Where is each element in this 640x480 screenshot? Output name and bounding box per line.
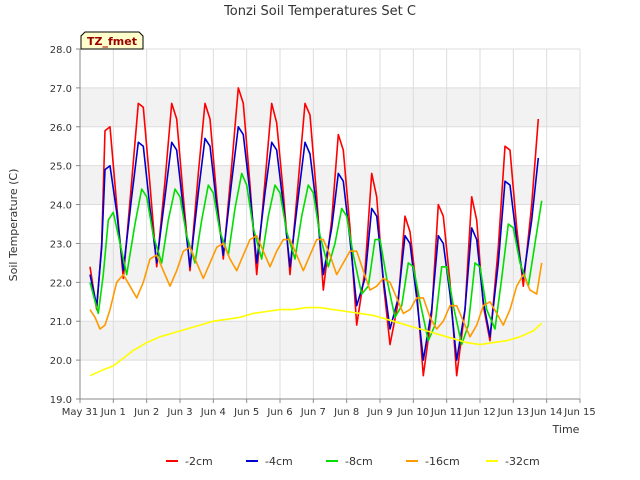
axes: 19.0 20.0 21.0 22.0 23.0 24.0 25.0 26.0 27.0 28.0… (50, 45, 596, 418)
x-tick-label: Jun 14 (530, 407, 563, 418)
legend-label--32cm: -32cm (505, 455, 540, 468)
y-tick-label: 27.0 (50, 84, 72, 95)
legend-label--16cm: -16cm (425, 455, 460, 468)
series-line--32cm (89, 306, 543, 377)
x-tick-label: Jun 2 (133, 407, 159, 418)
y-tick-label: 23.0 (50, 239, 72, 250)
y-tick-label: 24.0 (50, 201, 72, 212)
legend: -2cm -4cm -8cm -16cm -32cm (166, 455, 540, 468)
y-tick-label: 25.0 (50, 162, 72, 173)
legend-label--8cm: -8cm (345, 455, 373, 468)
x-axis-label: Time (552, 423, 580, 436)
x-tick-label: Jun 11 (430, 407, 463, 418)
x-tick-label: Jun 10 (397, 407, 430, 418)
x-tick-label: Jun 8 (333, 407, 359, 418)
series-line--8cm (89, 172, 543, 346)
y-tick-label: 19.0 (50, 395, 72, 406)
plot-band (80, 321, 580, 361)
y-tick-label: 26.0 (50, 123, 72, 134)
series-line--4cm (89, 126, 540, 361)
legend-label--2cm: -2cm (185, 455, 213, 468)
x-tick-label: Jun 5 (233, 407, 259, 418)
plot-band (80, 87, 580, 127)
y-tick-label: 21.0 (50, 317, 72, 328)
series-line--16cm (89, 234, 543, 338)
x-tick-label: Jun 12 (463, 407, 496, 418)
y-tick-label: 20.0 (50, 356, 72, 367)
y-axis-label: Soil Temperature (C) (7, 169, 20, 282)
legend-label--4cm: -4cm (265, 455, 293, 468)
x-tick-label: Jun 15 (563, 407, 596, 418)
x-tick-label: Jun 1 (100, 407, 126, 418)
plot-area (80, 49, 580, 399)
series-layer (89, 87, 543, 377)
x-tick-label: Jun 6 (266, 407, 292, 418)
badge-label: TZ_fmet (87, 35, 137, 48)
x-tick-label: Jun 13 (497, 407, 530, 418)
x-tick-label: May 31 (62, 407, 99, 418)
x-tick-label: Jun 4 (200, 407, 226, 418)
x-tick-label: Jun 9 (366, 407, 392, 418)
y-tick-label: 28.0 (50, 45, 72, 56)
x-tick-label: Jun 3 (166, 407, 192, 418)
tz-fmet-badge: TZ_fmet (80, 31, 144, 50)
y-tick-label: 22.0 (50, 278, 72, 289)
chart-title: Tonzi Soil Temperatures Set C (223, 4, 416, 19)
x-tick-label: Jun 7 (300, 407, 326, 418)
